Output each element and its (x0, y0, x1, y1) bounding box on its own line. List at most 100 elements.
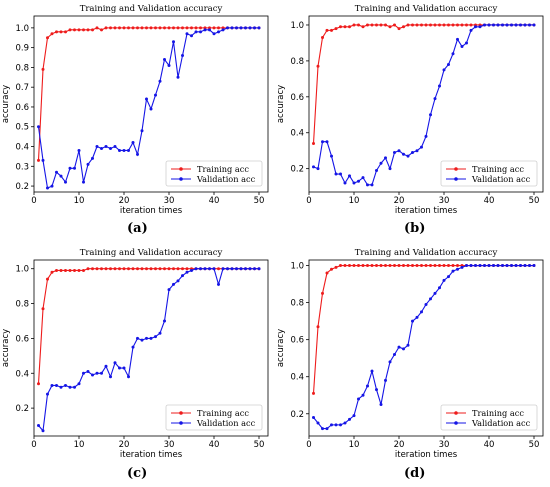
data-point-validation-acc (149, 107, 153, 111)
data-point-validation-acc (483, 264, 486, 268)
x-tick-label: 20 (394, 440, 405, 450)
data-point-training-acc (109, 267, 112, 271)
series-line-training-acc (312, 265, 534, 394)
data-point-training-acc (339, 25, 342, 29)
data-point-training-acc (212, 26, 216, 30)
data-point-validation-acc (514, 23, 518, 27)
data-point-validation-acc (154, 93, 157, 97)
data-point-training-acc (316, 325, 320, 329)
data-point-validation-acc (334, 423, 338, 427)
x-tick-label: 40 (484, 196, 495, 206)
data-point-validation-acc (109, 146, 112, 150)
data-point-training-acc (330, 28, 333, 32)
data-point-training-acc (91, 267, 94, 271)
data-point-training-acc (77, 28, 81, 32)
data-point-training-acc (154, 267, 157, 271)
x-tick-label: 40 (209, 440, 220, 450)
data-point-validation-acc (167, 288, 171, 292)
data-point-training-acc (86, 267, 90, 271)
data-point-validation-acc (406, 154, 410, 158)
data-point-validation-acc (113, 145, 117, 149)
data-point-training-acc (181, 267, 184, 271)
data-point-training-acc (465, 23, 468, 27)
data-point-validation-acc (433, 291, 437, 295)
data-point-validation-acc (532, 264, 536, 268)
data-point-training-acc (451, 264, 455, 268)
legend-marker-training-acc (454, 167, 458, 171)
data-point-training-acc (339, 264, 342, 268)
data-point-training-acc (384, 23, 387, 27)
data-point-validation-acc (230, 267, 234, 271)
data-point-validation-acc (415, 315, 419, 319)
data-point-training-acc (429, 264, 432, 268)
data-point-validation-acc (100, 371, 103, 375)
legend-label-validation-acc: Validation acc (196, 418, 256, 428)
panel-label-d: (d) (404, 466, 426, 481)
data-point-validation-acc (474, 25, 477, 29)
data-point-training-acc (73, 268, 76, 272)
x-tick-label: 10 (349, 196, 360, 206)
legend-label-training-acc: Training acc (472, 164, 524, 174)
y-tick-label: 0.8 (290, 299, 304, 309)
data-point-training-acc (73, 28, 76, 32)
data-point-validation-acc (339, 172, 342, 176)
data-point-training-acc (149, 26, 153, 30)
data-point-validation-acc (424, 302, 428, 306)
data-point-training-acc (109, 26, 112, 30)
data-point-training-acc (91, 28, 94, 32)
data-point-training-acc (415, 264, 419, 268)
data-point-validation-acc (451, 52, 455, 56)
data-point-validation-acc (68, 385, 72, 389)
data-point-validation-acc (118, 148, 121, 152)
data-point-training-acc (321, 36, 324, 40)
data-point-validation-acc (59, 174, 63, 178)
data-point-training-acc (433, 264, 437, 268)
data-point-training-acc (460, 23, 464, 27)
data-point-training-acc (397, 27, 401, 31)
data-point-validation-acc (397, 345, 401, 349)
legend-marker-validation-acc (179, 421, 183, 425)
plot-frame (308, 15, 544, 193)
data-point-validation-acc (163, 319, 166, 323)
chart-a: Training and Validation accuracy 0 10 20 30 4… (1, 4, 269, 215)
data-point-training-acc (154, 26, 157, 30)
data-point-validation-acc (343, 421, 347, 425)
data-point-validation-acc (194, 267, 198, 271)
data-point-validation-acc (221, 267, 225, 271)
data-point-validation-acc (465, 264, 468, 268)
chart-title: Training and Validation accuracy (80, 248, 223, 258)
data-point-training-acc (375, 264, 378, 268)
data-point-validation-acc (248, 267, 252, 271)
data-point-validation-acc (158, 331, 162, 335)
data-point-validation-acc (131, 345, 135, 349)
chart-d: Training and Validation accuracy 0 10 20 30 4… (276, 248, 544, 458)
data-point-validation-acc (528, 264, 531, 268)
panel-label-b: (b) (404, 221, 426, 236)
data-point-validation-acc (163, 58, 166, 62)
data-point-validation-acc (321, 140, 324, 144)
data-point-validation-acc (127, 375, 130, 379)
data-point-training-acc (167, 26, 171, 30)
data-point-validation-acc (357, 179, 360, 183)
data-point-validation-acc (429, 113, 432, 117)
data-point-validation-acc (104, 145, 108, 149)
data-point-training-acc (384, 264, 387, 268)
data-point-validation-acc (501, 23, 504, 27)
data-point-validation-acc (226, 267, 229, 271)
data-point-training-acc (127, 267, 130, 271)
data-point-validation-acc (239, 26, 243, 30)
data-point-training-acc (176, 267, 180, 271)
data-point-validation-acc (113, 361, 117, 365)
data-point-validation-acc (181, 54, 184, 58)
x-axis-label: iteration times (120, 206, 183, 215)
data-point-training-acc (68, 28, 72, 32)
data-point-training-acc (352, 23, 356, 27)
plot-frame (33, 15, 269, 193)
data-point-validation-acc (447, 62, 450, 66)
data-point-training-acc (370, 264, 374, 268)
data-point-training-acc (181, 26, 184, 30)
data-point-training-acc (357, 23, 360, 27)
data-point-validation-acc (64, 383, 67, 387)
data-point-training-acc (330, 267, 333, 271)
y-tick-label: 1.0 (290, 262, 304, 272)
